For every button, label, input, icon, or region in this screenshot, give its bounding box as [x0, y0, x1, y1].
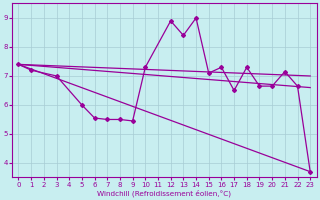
- X-axis label: Windchill (Refroidissement éolien,°C): Windchill (Refroidissement éolien,°C): [97, 189, 231, 197]
